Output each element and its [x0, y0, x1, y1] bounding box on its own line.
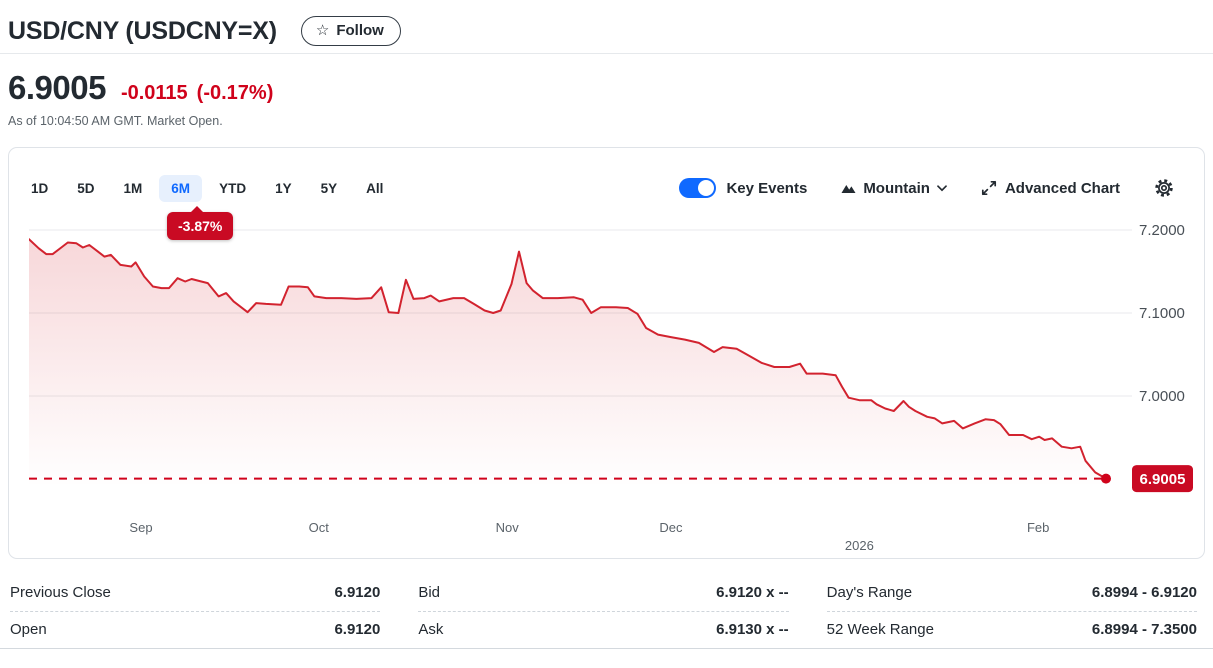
gear-icon — [1155, 179, 1173, 197]
current-price-badge — [1132, 465, 1193, 493]
advanced-chart-button[interactable]: Advanced Chart — [981, 180, 1120, 197]
stat-open: Open 6.9120 — [10, 621, 381, 638]
x-axis-label: Sep — [129, 520, 153, 535]
stats-divider — [0, 648, 1213, 649]
price-change: -0.0115 — [120, 82, 188, 104]
range-tabs: 1D 5D 1M 6M YTD 1Y 5Y All — [19, 174, 395, 202]
chevron-down-icon — [937, 184, 947, 191]
follow-button[interactable]: ☆ Follow — [300, 16, 401, 46]
stat-ask: Ask 6.9130 x -- — [418, 621, 789, 638]
chart-toolbar: 1D 5D 1M 6M YTD 1Y 5Y All Key Events — [9, 174, 1204, 202]
current-price-dot — [1101, 473, 1111, 484]
chart-svg: 7.2000 7.1000 7.0000 6.9005 — [28, 222, 1193, 493]
range-tab-5d[interactable]: 5D — [65, 175, 106, 202]
chart-type-label: Mountain — [863, 179, 930, 197]
range-tab-ytd[interactable]: YTD — [207, 175, 258, 202]
x-axis-label: Dec — [659, 520, 683, 535]
price-row: 6.9005 -0.0115 (-0.17%) — [8, 69, 1205, 107]
y-axis-label: 7.1000 — [1139, 305, 1185, 322]
y-axis-label: 7.2000 — [1139, 222, 1185, 239]
price-chart[interactable]: 7.2000 7.1000 7.0000 6.9005 — [28, 215, 1206, 510]
price-line — [28, 238, 1107, 480]
range-tab-1d[interactable]: 1D — [19, 175, 60, 202]
range-tab-6m[interactable]: 6M — [159, 174, 203, 202]
advanced-chart-label: Advanced Chart — [1004, 179, 1120, 197]
range-tab-all[interactable]: All — [354, 175, 395, 202]
x-axis-label: Oct — [308, 520, 329, 535]
stat-bid: Bid 6.9120 x -- — [418, 575, 789, 612]
stats-grid: Previous Close 6.9120 Bid 6.9120 x -- Da… — [8, 575, 1205, 648]
x-axis-labels: Sep Oct Nov Dec 2026 Feb — [9, 505, 1204, 555]
chart-area: 7.2000 7.1000 7.0000 6.9005 Sep Oct Nov Dec 202… — [9, 215, 1204, 555]
range-tab-1m[interactable]: 1M — [112, 175, 155, 202]
toolbar-right: Key Events Mountain — [679, 178, 1174, 198]
x-axis-label: Nov — [495, 520, 519, 535]
current-price: 6.9005 — [8, 69, 106, 106]
title-row: USD/CNY (USDCNY=X) ☆ Follow — [8, 10, 1205, 52]
star-icon: ☆ — [315, 22, 330, 39]
range-tab-5y[interactable]: 5Y — [309, 175, 350, 202]
key-events-label: Key Events — [726, 179, 808, 197]
chart-type-dropdown[interactable]: Mountain — [841, 180, 947, 197]
price-change-percent: (-0.17%) — [196, 82, 274, 104]
page-title: USD/CNY (USDCNY=X) — [8, 16, 277, 45]
x-axis-label: Feb — [1026, 520, 1050, 535]
x-axis-year-label: 2026 — [844, 538, 874, 553]
header-divider — [0, 53, 1213, 54]
quote-header: USD/CNY (USDCNY=X) ☆ Follow 6.9005 -0.01… — [0, 10, 1213, 128]
range-tab-1y[interactable]: 1Y — [263, 175, 304, 202]
chart-card: 1D 5D 1M 6M YTD 1Y 5Y All Key Events — [8, 147, 1205, 559]
price-area — [29, 239, 1106, 487]
expand-diagonal-icon — [981, 180, 997, 196]
as-of-text: As of 10:04:50 AM GMT. Market Open. — [8, 114, 223, 128]
stat-52-week-range: 52 Week Range 6.8994 - 7.3500 — [826, 621, 1197, 638]
settings-button[interactable] — [1154, 178, 1174, 198]
quote-statistics: Previous Close 6.9120 Bid 6.9120 x -- Da… — [0, 575, 1213, 649]
key-events-toggle[interactable]: Key Events — [679, 178, 807, 198]
range-change-badge: -3.87% — [167, 206, 234, 240]
stat-previous-close: Previous Close 6.9120 — [10, 575, 381, 612]
quote-page: USD/CNY (USDCNY=X) ☆ Follow 6.9005 -0.01… — [0, 10, 1213, 649]
mountain-icon — [841, 185, 856, 193]
y-axis-label: 7.0000 — [1139, 388, 1185, 405]
current-price-badge-label: 6.9005 — [1140, 471, 1186, 488]
stat-days-range: Day's Range 6.8994 - 6.9120 — [826, 575, 1197, 612]
range-change-value: -3.87% — [178, 218, 223, 234]
follow-label: Follow — [336, 22, 384, 39]
toggle-on-icon — [679, 178, 717, 198]
